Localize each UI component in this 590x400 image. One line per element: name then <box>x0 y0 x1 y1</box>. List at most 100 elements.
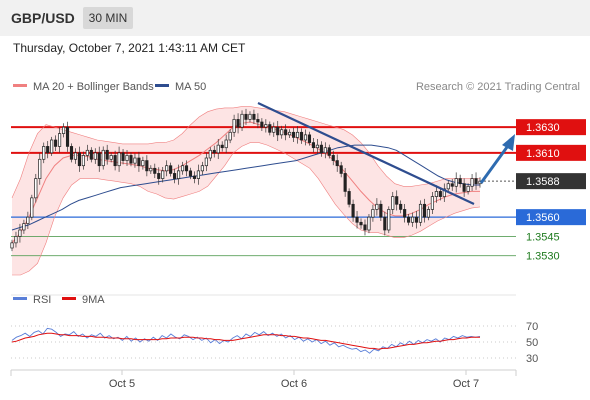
rsi-grid: 70 50 30 <box>11 321 538 365</box>
candle-body <box>188 170 193 177</box>
ma50-line <box>11 144 480 231</box>
candle-body <box>224 139 228 149</box>
candle-body <box>395 196 399 205</box>
trendline <box>257 102 475 205</box>
candle-body <box>196 170 200 179</box>
candle-body <box>236 119 240 128</box>
candle-body <box>93 152 97 160</box>
candle-body <box>430 196 434 210</box>
candle-body <box>339 165 343 174</box>
candle-body <box>335 160 339 167</box>
level-label-current: 1.3588 <box>526 176 560 188</box>
candle-body <box>474 178 478 185</box>
candle-body <box>256 119 260 123</box>
candle-body <box>331 155 335 161</box>
candle-body <box>125 155 129 161</box>
candle-body <box>42 146 46 160</box>
candle-body <box>85 149 89 156</box>
candle-body <box>30 197 34 218</box>
candle-body <box>403 209 407 218</box>
candle-body <box>466 185 470 192</box>
x-tick-label: Oct 6 <box>281 378 307 390</box>
legend-label-ma50: MA 50 <box>175 81 206 93</box>
candle-body <box>228 131 232 141</box>
candle-body <box>105 149 109 160</box>
candle-body <box>426 209 431 218</box>
candle-body <box>10 242 14 249</box>
candle-body <box>284 129 288 136</box>
candle-body <box>454 178 458 187</box>
level-box-pivot <box>516 209 586 226</box>
x-axis-ticks: Oct 5 Oct 6 Oct 7 <box>109 370 479 390</box>
candle-body <box>292 131 296 138</box>
candle-body <box>153 167 157 174</box>
candle-body <box>109 155 113 160</box>
candle-body <box>288 131 292 136</box>
rsi-tick-label: 30 <box>526 353 538 365</box>
candle-body <box>351 203 355 218</box>
bollinger-upper-line <box>11 106 480 199</box>
candle-body <box>363 224 367 231</box>
bollinger-lower-line <box>12 142 481 276</box>
candle-body <box>177 170 181 179</box>
candle-body <box>442 188 446 197</box>
candle-body <box>240 113 244 128</box>
candle-body <box>303 134 308 141</box>
candle-body <box>438 191 442 197</box>
candle-body <box>77 152 81 167</box>
candle-body <box>50 139 54 154</box>
rsi-tick-label: 50 <box>526 337 538 349</box>
candle-body <box>264 124 268 128</box>
candle-body <box>97 152 101 167</box>
candle-body <box>69 146 74 160</box>
candle-body <box>343 173 347 192</box>
candle-body <box>22 223 26 231</box>
timeframe-badge[interactable]: 30 MIN <box>83 7 133 29</box>
rsi-tick-label: 70 <box>526 321 538 333</box>
candle-body <box>268 124 272 133</box>
header-bar: GBP/USD 30 MIN <box>0 0 590 36</box>
candle-body <box>89 149 93 160</box>
legend-swatch-rsi <box>13 297 27 300</box>
candle-body <box>26 216 30 224</box>
x-tick-label: Oct 5 <box>109 378 135 390</box>
legend-label-bollinger: MA 20 + Bollinger Bands <box>33 81 154 93</box>
candle-body <box>387 209 391 231</box>
legend-label-rsi: RSI <box>33 294 51 306</box>
level-labels: 1.3630 1.3610 1.3588 1.3560 1.3545 1.3530 <box>516 119 586 263</box>
candle-body <box>418 203 423 223</box>
candle-body <box>129 155 133 164</box>
candle-body <box>462 183 466 192</box>
legend-swatch-rsi-ma <box>62 297 76 300</box>
level-box-current <box>516 173 586 190</box>
main-legend: MA 20 + Bollinger Bands MA 50 <box>13 81 206 93</box>
candle-body <box>101 149 105 167</box>
candle-body <box>307 134 312 143</box>
candle-body <box>184 165 189 172</box>
candle-body <box>157 173 161 179</box>
candle-body <box>276 126 280 136</box>
candle-body <box>311 142 315 149</box>
candle-body <box>399 203 403 210</box>
candle-body <box>414 216 419 223</box>
candle-body <box>117 152 121 167</box>
candle-body <box>434 191 438 197</box>
timestamp: Thursday, October 7, 2021 1:43:11 AM CET <box>13 41 246 55</box>
credit-text: Research © 2021 Trading Central <box>416 81 580 93</box>
candle-body <box>208 149 212 159</box>
candle-body <box>411 216 415 223</box>
candle-body <box>180 165 185 172</box>
candle-body <box>141 160 145 167</box>
candle-body <box>232 119 236 133</box>
candle-body <box>359 221 363 226</box>
bollinger-band <box>12 106 480 275</box>
projection-arrow-shaft <box>479 142 512 184</box>
candle-body <box>450 183 454 187</box>
candle-body <box>355 216 359 223</box>
candle-body <box>323 147 327 154</box>
legend-label-rsi-ma: 9MA <box>82 294 105 306</box>
candle-body <box>54 139 58 147</box>
candle-body <box>327 147 331 156</box>
candle-body <box>315 144 319 149</box>
